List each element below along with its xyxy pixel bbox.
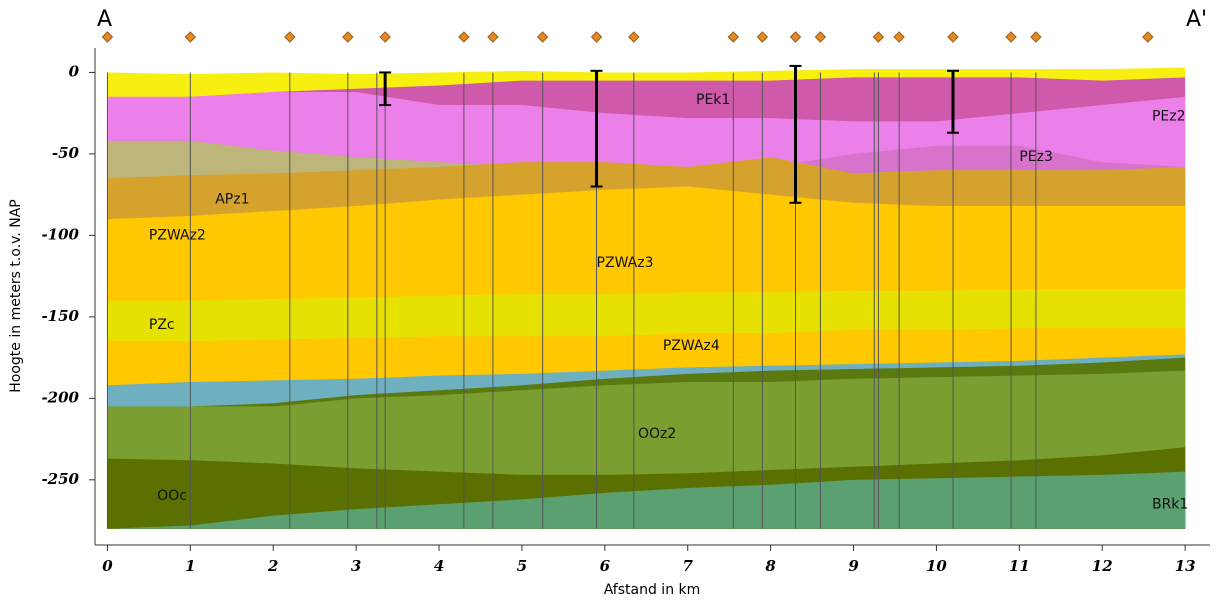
borehole-marker (343, 32, 353, 42)
x-tick-label: 9 (848, 557, 859, 575)
borehole-marker (1031, 32, 1041, 42)
borehole-marker (757, 32, 767, 42)
layer-label: PZWAz4 (663, 338, 720, 354)
chart: A A' Afstand in km Hoogte in meters t.o.… (0, 0, 1226, 599)
start-label: A (97, 7, 112, 32)
layer-label: PEz2 (1152, 108, 1186, 124)
borehole-marker (488, 32, 498, 42)
y-tick-label: -200 (41, 388, 79, 406)
borehole-marker (815, 32, 825, 42)
x-tick-label: 12 (1092, 557, 1113, 575)
layer-label: PZWAz2 (149, 227, 206, 243)
y-tick-label: -50 (52, 144, 80, 162)
borehole-marker (1006, 32, 1016, 42)
y-tick-label: -100 (41, 225, 79, 243)
x-axis-title: Afstand in km (604, 582, 701, 598)
x-tick-label: 8 (765, 557, 776, 575)
layer-label: APz1 (215, 192, 249, 208)
borehole-marker (102, 32, 112, 42)
y-tick-label: 0 (69, 62, 80, 80)
borehole-marker (948, 32, 958, 42)
y-tick-label: -150 (41, 307, 79, 325)
layer-label: PEz3 (1019, 149, 1053, 165)
end-label: A' (1186, 7, 1207, 32)
x-tick-label: 5 (517, 557, 527, 575)
x-tick-label: 3 (351, 557, 361, 575)
y-tick-label: -250 (41, 470, 79, 488)
x-tick-label: 4 (434, 557, 444, 575)
x-tick-label: 10 (926, 557, 947, 575)
x-tick-label: 1 (185, 557, 195, 575)
layer-label: PZWAz3 (597, 255, 654, 271)
layer-label: PEk1 (696, 92, 730, 108)
borehole-marker (459, 32, 469, 42)
borehole-marker (894, 32, 904, 42)
x-tick-label: 7 (683, 557, 694, 575)
borehole-marker (791, 32, 801, 42)
borehole-marker (873, 32, 883, 42)
borehole-marker (185, 32, 195, 42)
borehole-marker (285, 32, 295, 42)
borehole-marker (592, 32, 602, 42)
borehole-marker (728, 32, 738, 42)
layer-label: PZc (149, 317, 175, 333)
x-tick-label: 13 (1175, 557, 1196, 575)
x-tick-label: 2 (267, 557, 278, 575)
x-tick-label: 0 (102, 557, 113, 575)
layer-label: BRk1 (1152, 496, 1188, 512)
borehole-marker (629, 32, 639, 42)
borehole-marker (538, 32, 548, 42)
layer-label: OOc (157, 488, 187, 504)
y-axis-title: Hoogte in meters t.o.v. NAP (8, 199, 24, 392)
x-tick-label: 6 (600, 557, 611, 575)
layer-label: OOz2 (638, 426, 676, 442)
borehole-marker (380, 32, 390, 42)
x-tick-label: 11 (1009, 557, 1030, 575)
borehole-marker (1143, 32, 1153, 42)
